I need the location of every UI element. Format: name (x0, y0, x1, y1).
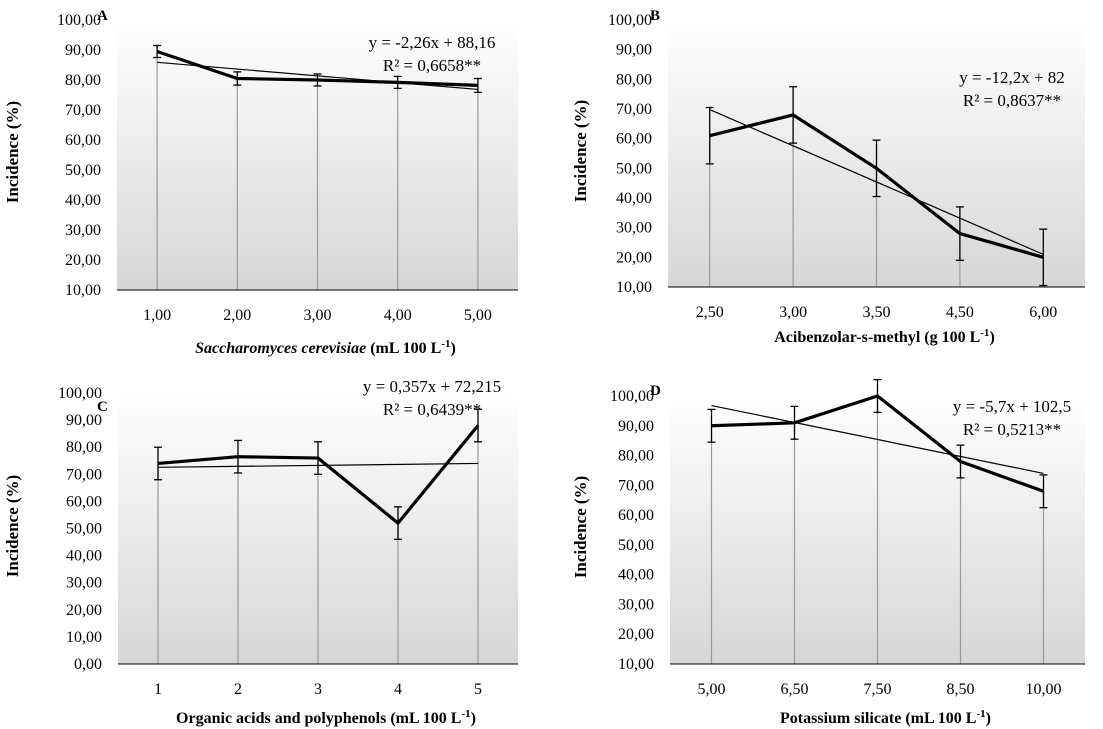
x-tick-label: 3,00 (779, 304, 807, 321)
y-tick-label: 80,00 (66, 439, 102, 456)
panel-b: 10,00 20,00 30,00 40,00 50,00 60,00 70,00 80,00… (571, 8, 1085, 346)
r-squared: R² = 0,8637** (963, 91, 1061, 110)
x-tick-label: 2 (234, 681, 242, 698)
y-tick-label: 60,00 (616, 131, 652, 148)
y-tick-label: 20,00 (616, 249, 652, 266)
y-tick-label: 30,00 (65, 222, 101, 239)
trend-equation: y = -2,26x + 88,16 (369, 33, 496, 52)
y-tick-label: 100,00 (608, 12, 652, 29)
panel-letter: A (97, 8, 108, 24)
panel-letter: C (97, 399, 108, 415)
y-tick-label: 90,00 (616, 42, 652, 59)
trend-equation: y = -5,7x + 102,5 (953, 397, 1071, 416)
x-tick-label: 10,00 (1026, 681, 1062, 698)
x-axis-label: Organic acids and polyphenols (mL 100 L-… (176, 708, 476, 727)
x-tick-label: 2,00 (223, 307, 251, 324)
panel-a: 10,00 20,00 30,00 40,00 50,00 60,00 70,00 80,00… (3, 8, 518, 357)
y-tick-label: 100,00 (610, 388, 654, 405)
x-tick-label: 3,50 (863, 304, 891, 321)
panel-letter: B (650, 8, 660, 24)
y-tick-label: 50,00 (618, 537, 654, 554)
x-tick-label: 2,50 (696, 304, 724, 321)
x-tick-label: 6,50 (781, 681, 809, 698)
y-tick-label: 30,00 (618, 596, 654, 613)
panel-letter: D (650, 383, 661, 399)
y-tick-label: 20,00 (618, 626, 654, 643)
x-tick-label: 1 (154, 681, 162, 698)
y-tick-label: 10,00 (616, 279, 652, 296)
x-axis-label: Saccharomyces cerevisiae (mL 100 L-1) (195, 338, 456, 357)
r-squared: R² = 0,6439** (383, 400, 481, 419)
trend-equation: y = 0,357x + 72,215 (363, 377, 501, 396)
trend-line (711, 404, 1044, 475)
y-tick-label: 70,00 (65, 102, 101, 119)
y-tick-label: 80,00 (616, 71, 652, 88)
y-tick-label: 90,00 (618, 418, 654, 435)
x-tick-label: 7,50 (864, 681, 892, 698)
x-axis-label: Acibenzolar-s-methyl (g 100 L-1) (774, 327, 995, 346)
y-tick-label: 80,00 (65, 72, 101, 89)
y-tick-label: 0,00 (74, 656, 102, 673)
y-axis-label: Incidence (%) (571, 476, 590, 578)
y-tick-label: 60,00 (65, 132, 101, 149)
y-tick-label: 70,00 (618, 477, 654, 494)
x-tick-label: 5,00 (698, 681, 726, 698)
y-tick-label: 90,00 (65, 42, 101, 59)
x-axis-label: Potassium silicate (mL 100 L-1) (780, 708, 991, 727)
y-tick-label: 60,00 (66, 493, 102, 510)
x-tick-label: 5,00 (464, 307, 492, 324)
y-tick-label: 50,00 (66, 521, 102, 538)
y-axis-label: Incidence (%) (571, 100, 590, 202)
y-tick-label: 70,00 (616, 101, 652, 118)
y-tick-label: 100,00 (57, 12, 101, 29)
y-axis-label: Incidence (%) (3, 101, 22, 203)
x-tick-label: 3,00 (304, 307, 332, 324)
x-tick-label: 4 (394, 681, 402, 698)
y-tick-label: 30,00 (66, 575, 102, 592)
y-tick-label: 40,00 (65, 192, 101, 209)
y-tick-label: 40,00 (618, 567, 654, 584)
x-tick-label: 4,50 (946, 304, 974, 321)
x-tick-label: 3 (314, 681, 322, 698)
x-tick-label: 5 (474, 681, 482, 698)
y-tick-label: 100,00 (58, 385, 102, 402)
y-tick-label: 50,00 (616, 160, 652, 177)
trend-equation: y = -12,2x + 82 (959, 68, 1065, 87)
x-tick-label: 1,00 (143, 307, 171, 324)
y-tick-label: 20,00 (66, 602, 102, 619)
y-tick-label: 10,00 (66, 629, 102, 646)
y-tick-label: 70,00 (66, 466, 102, 483)
panel-c: 0,00 10,00 20,00 30,00 40,00 50,00 60,00 70,00 8… (3, 377, 518, 727)
y-tick-label: 20,00 (65, 252, 101, 269)
y-tick-label: 80,00 (618, 448, 654, 465)
x-tick-label: 4,00 (384, 307, 412, 324)
panel-d: 10,00 20,00 30,00 40,00 50,00 60,00 70,00 80,00… (571, 378, 1085, 727)
y-tick-label: 40,00 (66, 548, 102, 565)
x-tick-label: 6,00 (1029, 304, 1057, 321)
y-tick-label: 60,00 (618, 507, 654, 524)
y-tick-label: 40,00 (616, 190, 652, 207)
x-tick-label: 8,50 (947, 681, 975, 698)
y-tick-label: 10,00 (65, 282, 101, 299)
r-squared: R² = 0,6658** (383, 56, 481, 75)
y-tick-label: 30,00 (616, 220, 652, 237)
y-axis-label: Incidence (%) (3, 475, 22, 577)
y-tick-label: 50,00 (65, 162, 101, 179)
r-squared: R² = 0,5213** (963, 420, 1061, 439)
y-tick-label: 90,00 (66, 412, 102, 429)
y-tick-label: 10,00 (618, 656, 654, 673)
